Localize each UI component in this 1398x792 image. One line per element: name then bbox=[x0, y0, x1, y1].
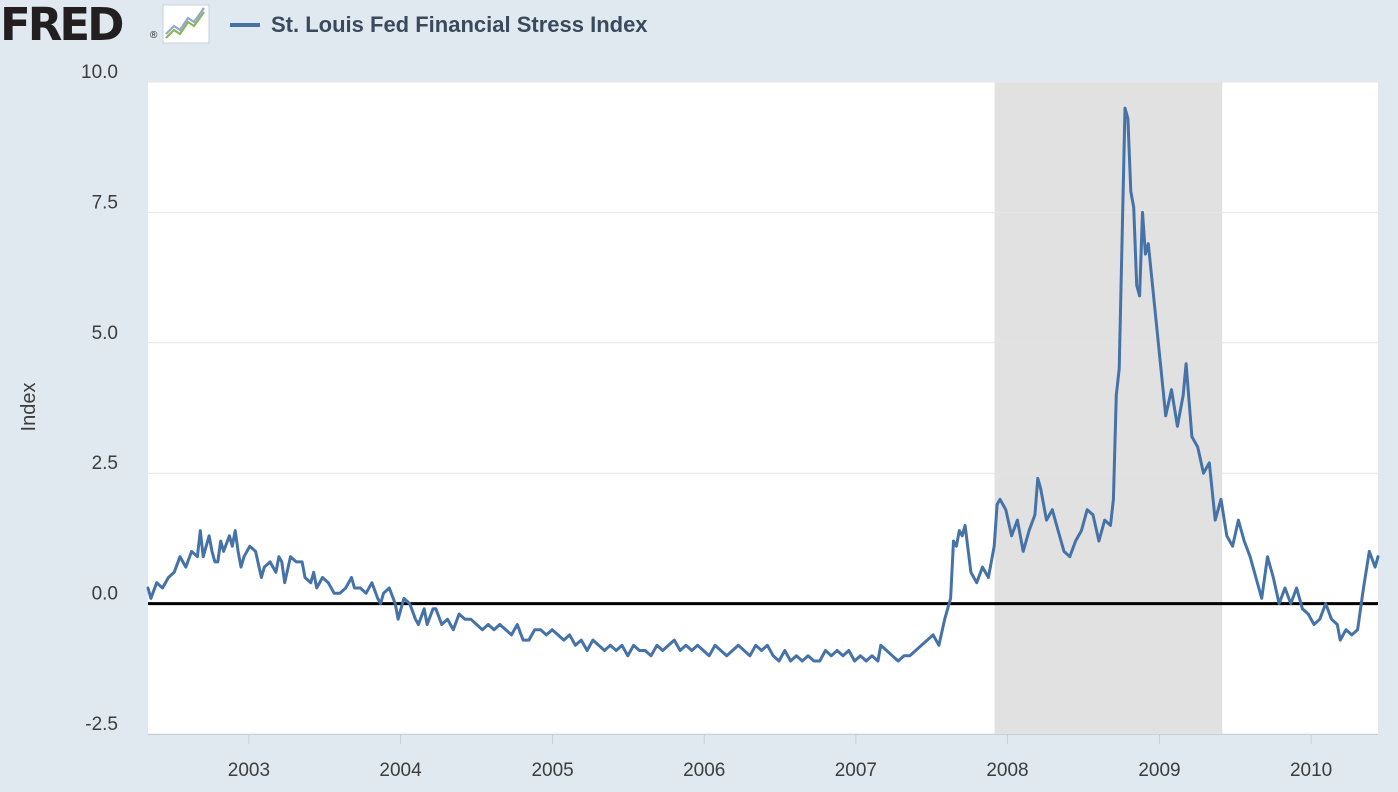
x-tick-label: 2004 bbox=[379, 760, 422, 781]
x-tick-label: 2009 bbox=[1138, 760, 1180, 781]
y-tick-label: 5.0 bbox=[92, 323, 118, 344]
legend-line-swatch bbox=[230, 23, 260, 27]
x-tick-label: 2007 bbox=[835, 760, 877, 781]
x-tick-label: 2003 bbox=[228, 760, 270, 781]
x-tick-label: 2006 bbox=[683, 760, 725, 781]
series-line[interactable] bbox=[146, 106, 1380, 663]
line-chart-icon bbox=[162, 4, 210, 44]
recession-shading bbox=[994, 82, 1223, 734]
y-tick-label: 0.0 bbox=[92, 584, 118, 605]
x-tick-label: 2005 bbox=[531, 760, 573, 781]
chart-legend[interactable]: St. Louis Fed Financial Stress Index bbox=[230, 8, 648, 42]
y-tick-label: 2.5 bbox=[92, 453, 118, 474]
chart-header: FRED ® St. Louis Fed Financial Stress In… bbox=[0, 0, 1398, 52]
fred-logo[interactable]: FRED bbox=[0, 0, 124, 51]
x-tick-label: 2010 bbox=[1290, 760, 1332, 781]
registered-mark: ® bbox=[150, 30, 158, 41]
y-axis-label: Index bbox=[18, 383, 40, 432]
y-tick-label: -2.5 bbox=[85, 714, 118, 735]
x-tick-label: 2008 bbox=[986, 760, 1028, 781]
chart-title: St. Louis Fed Financial Stress Index bbox=[271, 12, 648, 37]
y-tick-label: 10.0 bbox=[81, 62, 118, 83]
y-tick-label: 7.5 bbox=[92, 192, 118, 213]
